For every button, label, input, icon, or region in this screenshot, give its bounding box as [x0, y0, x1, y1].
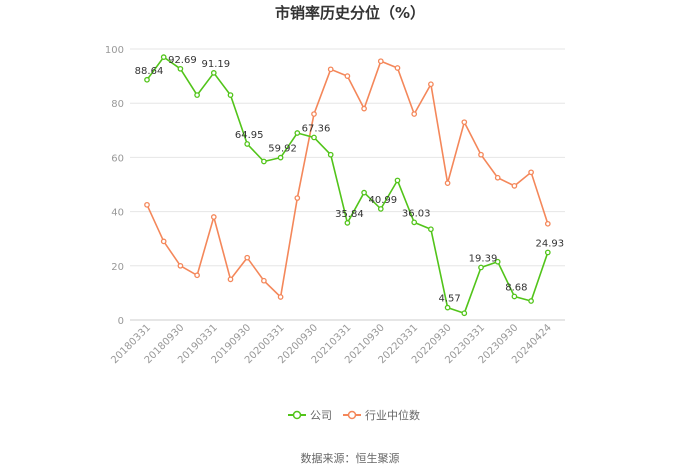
- data-point[interactable]: [261, 158, 267, 165]
- data-label: 19.39: [469, 253, 498, 264]
- data-point[interactable]: [428, 81, 434, 88]
- data-point[interactable]: [261, 277, 267, 284]
- y-tick-label: 80: [111, 99, 124, 110]
- data-label: 59.92: [268, 144, 297, 155]
- data-point[interactable]: [160, 54, 167, 60]
- data-point[interactable]: [311, 134, 317, 141]
- data-point[interactable]: [294, 130, 301, 136]
- data-point[interactable]: [411, 219, 418, 226]
- legend-label: 行业中位数: [365, 408, 420, 422]
- data-label: 36.03: [402, 208, 431, 219]
- data-label: 40.99: [368, 195, 397, 206]
- data-point[interactable]: [277, 294, 284, 300]
- data-point[interactable]: [528, 169, 534, 176]
- x-axis-ticks: 2018033120180930201903312019093020200331…: [109, 322, 554, 366]
- data-point[interactable]: [177, 65, 184, 72]
- data-point[interactable]: [394, 177, 401, 184]
- data-label: 24.93: [535, 238, 564, 249]
- data-point[interactable]: [194, 272, 200, 279]
- legend-item[interactable]: 公司: [288, 409, 332, 422]
- data-label: 4.57: [438, 294, 460, 305]
- data-point[interactable]: [528, 298, 534, 304]
- data-label: 92.69: [168, 55, 197, 66]
- y-tick-label: 40: [111, 208, 124, 219]
- data-point[interactable]: [544, 249, 551, 256]
- data-point[interactable]: [461, 119, 468, 126]
- data-label: 64.95: [235, 130, 264, 141]
- data-point[interactable]: [377, 58, 384, 65]
- data-point[interactable]: [227, 92, 234, 98]
- data-label: 88.64: [135, 66, 164, 77]
- y-axis-ticks: 0 20 40 60 80 100: [105, 45, 124, 327]
- series-layer: [144, 54, 551, 317]
- data-point[interactable]: [494, 174, 501, 181]
- data-point[interactable]: [210, 70, 217, 76]
- data-point[interactable]: [327, 151, 334, 158]
- data-point[interactable]: [511, 183, 518, 189]
- data-point[interactable]: [461, 310, 468, 317]
- data-point[interactable]: [194, 92, 200, 98]
- data-point[interactable]: [361, 105, 367, 112]
- grid: [130, 48, 565, 321]
- series-0: [144, 54, 551, 317]
- data-point[interactable]: [277, 154, 284, 161]
- data-label: 8.68: [505, 282, 527, 293]
- data-point[interactable]: [478, 264, 484, 271]
- y-tick-label: 0: [118, 316, 124, 327]
- data-point[interactable]: [344, 73, 351, 79]
- legend-label: 公司: [310, 409, 332, 422]
- data-label: 67.36: [302, 123, 331, 134]
- y-tick-label: 60: [111, 153, 124, 164]
- data-point[interactable]: [311, 111, 317, 117]
- data-point[interactable]: [227, 276, 234, 283]
- y-tick-label: 100: [105, 45, 124, 56]
- data-point[interactable]: [511, 293, 518, 300]
- data-point[interactable]: [428, 226, 434, 233]
- data-point[interactable]: [344, 220, 351, 226]
- data-label: 35.84: [335, 209, 364, 220]
- data-point[interactable]: [377, 206, 384, 212]
- data-point[interactable]: [294, 195, 301, 201]
- data-label: 91.19: [201, 59, 230, 70]
- data-point[interactable]: [244, 254, 251, 261]
- legend-marker: [292, 410, 302, 420]
- data-point[interactable]: [544, 220, 551, 227]
- data-point[interactable]: [494, 258, 501, 265]
- data-point[interactable]: [210, 214, 217, 220]
- series-line: [146, 55, 549, 315]
- data-point[interactable]: [327, 66, 334, 73]
- data-point[interactable]: [444, 304, 451, 311]
- data-labels: 88.64 92.69 91.19 64.95 59.92 67.36 35.84 40.99…: [135, 55, 564, 305]
- chart-title: 市销率历史分位（%）: [275, 4, 425, 22]
- y-tick-label: 20: [111, 262, 124, 273]
- data-point[interactable]: [361, 189, 367, 196]
- data-point[interactable]: [411, 111, 418, 117]
- legend-marker: [347, 410, 357, 420]
- data-point[interactable]: [144, 201, 150, 208]
- data-point[interactable]: [244, 141, 251, 147]
- source-note: 数据来源：恒生聚源: [301, 451, 400, 465]
- data-point[interactable]: [144, 76, 150, 83]
- legend-item[interactable]: 行业中位数: [343, 408, 420, 422]
- data-point[interactable]: [160, 238, 167, 245]
- data-point[interactable]: [177, 262, 184, 269]
- data-point[interactable]: [478, 151, 484, 158]
- data-point[interactable]: [394, 65, 401, 71]
- series-1: [144, 58, 551, 300]
- legend[interactable]: 公司 行业中位数: [288, 408, 420, 422]
- data-point[interactable]: [444, 180, 451, 186]
